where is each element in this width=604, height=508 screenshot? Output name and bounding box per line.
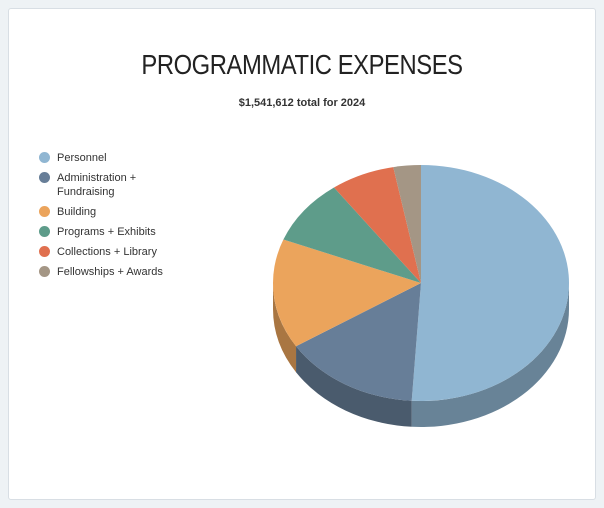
legend-swatch: [39, 172, 50, 183]
chart-subtitle: $1,541,612 total for 2024: [238, 97, 366, 109]
legend-item: Collections + Library: [39, 245, 219, 259]
legend-item: Administration + Fundraising: [39, 171, 219, 199]
slice-side: [296, 346, 412, 427]
legend-swatch: [39, 226, 50, 237]
legend-swatch: [39, 266, 50, 277]
legend-item: Fellowships + Awards: [39, 265, 219, 279]
slice: [393, 165, 421, 283]
legend-swatch: [39, 246, 50, 257]
slice: [296, 283, 421, 401]
legend-label: Building: [57, 206, 97, 218]
legend-label: Programs + Exhibits: [57, 226, 156, 238]
legend-item: Programs + Exhibits: [39, 225, 219, 239]
legend-item: Personnel: [39, 151, 219, 165]
slice-side: [411, 283, 569, 427]
legend-label: Fellowships + Awards: [57, 266, 163, 278]
slice: [411, 165, 570, 401]
pie-chart: [273, 165, 570, 427]
slice: [283, 187, 421, 283]
legend-label: Collections + Library: [57, 246, 157, 258]
legend-item: Building: [39, 205, 219, 219]
legend-label: Personnel: [57, 152, 107, 164]
legend-swatch: [39, 152, 50, 163]
slice-side: [273, 283, 297, 373]
chart-title: PROGRAMMATIC EXPENSES: [141, 49, 463, 80]
legend-swatch: [39, 206, 50, 217]
slice: [334, 167, 421, 283]
slice: [273, 239, 421, 347]
chart-card: PROGRAMMATIC EXPENSES $1,541,612 total f…: [8, 8, 596, 500]
legend: Personnel Administration + Fundraising Bui…: [39, 151, 219, 285]
legend-label: Administration + Fundraising: [57, 172, 137, 198]
